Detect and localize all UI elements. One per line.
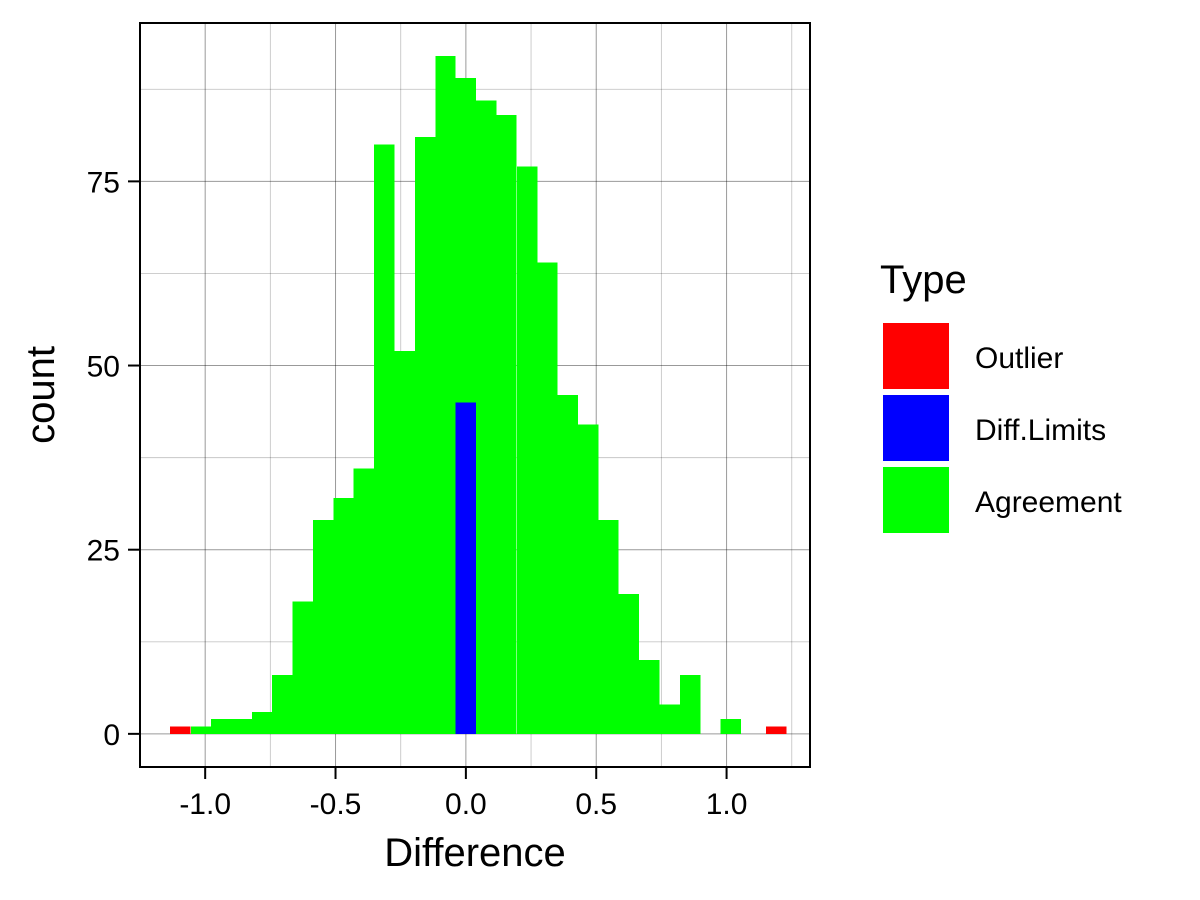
bar-agreement <box>598 520 619 734</box>
legend-key-outlier <box>883 323 949 389</box>
y-tick-label: 75 <box>87 166 120 199</box>
y-tick-label: 0 <box>103 719 120 752</box>
y-axis: 0 25 50 75 <box>87 166 140 752</box>
legend-label-diff-limits: Diff.Limits <box>975 414 1106 447</box>
bar-outlier <box>765 726 787 734</box>
bar-agreement <box>374 144 395 734</box>
bar-agreement <box>415 137 436 734</box>
bar-agreement <box>720 719 741 734</box>
bar-agreement <box>537 262 558 734</box>
bar-agreement <box>679 674 701 734</box>
bar-agreement <box>251 711 273 734</box>
legend-key-diff-limits <box>883 395 949 461</box>
x-tick-label: 0.5 <box>575 788 617 821</box>
legend-title: Type <box>880 258 967 302</box>
x-axis-title: Difference <box>384 831 566 875</box>
plot-panel-border <box>139 22 811 768</box>
bar-agreement <box>659 704 680 734</box>
bar-agreement <box>292 601 314 734</box>
bar-agreement <box>476 100 497 734</box>
legend-label-outlier: Outlier <box>975 342 1063 375</box>
bar-agreement <box>516 166 538 734</box>
x-tick-label: 0.0 <box>445 788 487 821</box>
bar-agreement <box>190 726 212 734</box>
bar-agreement <box>618 593 640 734</box>
x-axis: -1.0 -0.5 0.0 0.5 1.0 <box>179 767 747 821</box>
bar-agreement <box>272 674 293 734</box>
legend-item-diff-limits: Diff.Limits <box>883 395 1106 461</box>
bar-outlier <box>170 726 191 734</box>
bar-agreement <box>353 468 375 734</box>
bar-agreement <box>496 115 517 734</box>
y-tick-label: 50 <box>87 351 120 384</box>
legend-item-outlier: Outlier <box>883 323 1063 389</box>
x-tick-label: -0.5 <box>310 788 362 821</box>
bar-agreement <box>394 350 415 734</box>
bar-diff-limits <box>455 402 477 734</box>
bar-agreement <box>313 520 334 734</box>
y-axis-title: count <box>19 346 63 444</box>
legend-item-agreement: Agreement <box>883 467 1122 533</box>
bar-agreement <box>577 424 599 734</box>
bar-agreement <box>639 660 660 734</box>
bar-agreement <box>333 498 354 734</box>
bars <box>170 56 787 734</box>
legend-label-agreement: Agreement <box>975 486 1122 519</box>
legend-key-agreement <box>883 467 949 533</box>
legend: Type Outlier Diff.Limits Agreement <box>880 258 1122 533</box>
x-tick-label: -1.0 <box>179 788 231 821</box>
x-tick-label: 1.0 <box>706 788 748 821</box>
bar-agreement <box>231 719 252 734</box>
y-tick-label: 25 <box>87 535 120 568</box>
bar-agreement <box>435 56 456 734</box>
bar-agreement <box>211 719 232 734</box>
bar-agreement <box>557 395 579 734</box>
